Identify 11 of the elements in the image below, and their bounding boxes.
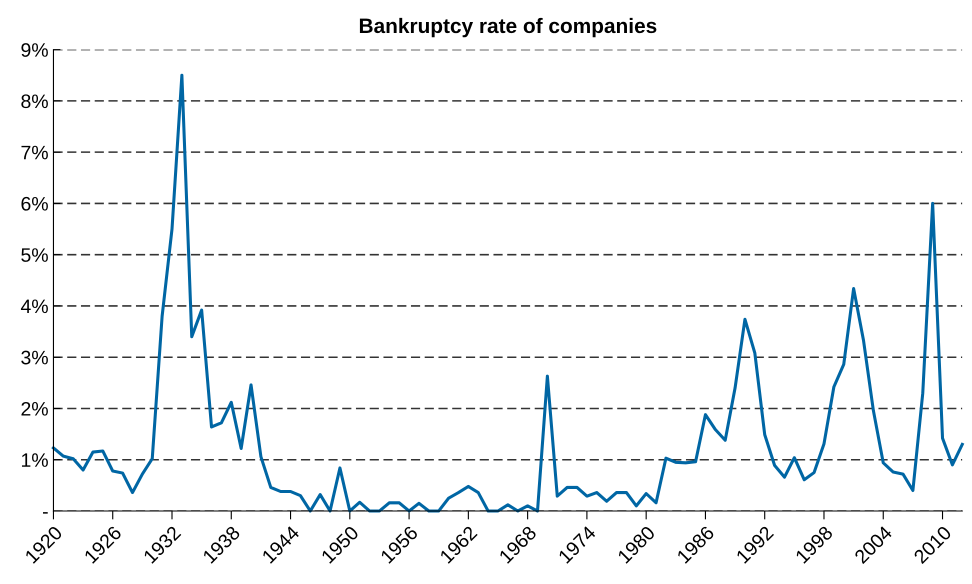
y-tick-label: 8% [21, 94, 48, 108]
y-tick-label: - [42, 512, 48, 514]
chart-title: Bankruptcy rate of companies [360, 18, 656, 38]
y-tick-label: 2% [21, 402, 48, 416]
y-tick-label: 1% [22, 453, 48, 467]
y-tick-label: 9% [21, 43, 48, 57]
y-tick-label: 7% [21, 146, 48, 160]
y-tick-label: 3% [21, 350, 48, 364]
y-tick-label: 6% [21, 196, 48, 211]
y-tick-label: 4% [20, 300, 48, 314]
y-tick-label: 5% [21, 248, 48, 262]
